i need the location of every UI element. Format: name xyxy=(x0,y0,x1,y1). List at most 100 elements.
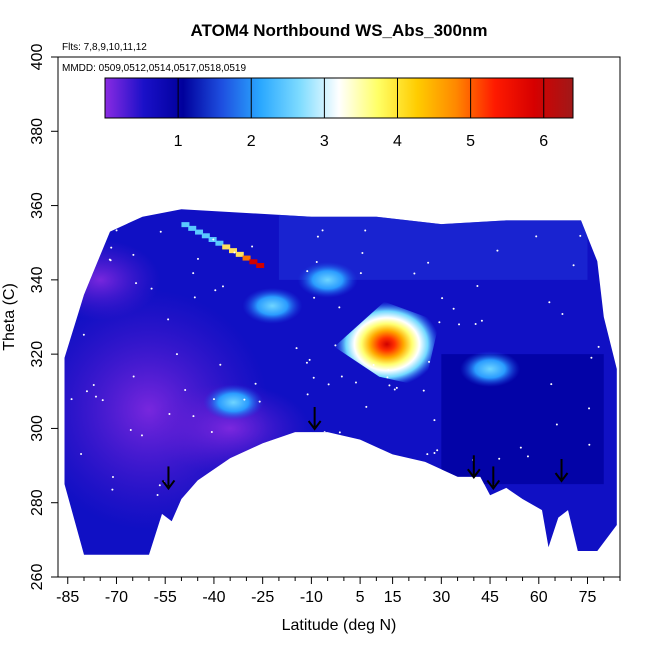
x-axis-label: Latitude (deg N) xyxy=(282,617,397,634)
sample-point xyxy=(313,296,316,299)
sample-point xyxy=(438,321,441,324)
y-tick-label: 380 xyxy=(29,118,46,145)
plot-frame xyxy=(57,56,621,578)
sample-point xyxy=(427,261,430,264)
sample-point xyxy=(369,487,372,490)
sample-point xyxy=(158,484,161,487)
sample-point xyxy=(212,238,215,241)
sample-point xyxy=(315,261,318,264)
sample-point xyxy=(110,246,113,249)
sample-point xyxy=(101,399,104,402)
y-tick-label: 400 xyxy=(29,44,46,71)
sample-point xyxy=(167,318,170,321)
sample-point xyxy=(316,235,319,238)
x-tick-label: 5 xyxy=(356,589,365,606)
colorbar-tick-label: 5 xyxy=(466,133,475,150)
sample-point xyxy=(433,452,436,455)
sample-point xyxy=(111,475,114,478)
sample-point xyxy=(308,358,311,361)
sample-point xyxy=(192,415,195,418)
sample-point xyxy=(386,376,389,379)
sample-point xyxy=(561,312,564,315)
chart-title: ATOM4 Northbound WS_Abs_300nm xyxy=(191,21,488,40)
sample-point xyxy=(364,229,367,232)
sample-point xyxy=(135,282,138,285)
colorbar-tick-label: 6 xyxy=(539,133,548,150)
sample-point xyxy=(71,292,74,295)
flights-note: Flts: 7,8,9,10,11,12 xyxy=(62,42,147,53)
sample-point xyxy=(588,407,591,410)
sample-point xyxy=(480,319,483,322)
sample-point xyxy=(496,249,499,252)
sample-point xyxy=(323,431,326,434)
sample-point xyxy=(243,398,246,401)
sample-point xyxy=(361,251,364,254)
y-tick-label: 280 xyxy=(29,489,46,516)
x-tick-label: 30 xyxy=(432,589,450,606)
y-tick-label: 260 xyxy=(29,564,46,591)
sample-point xyxy=(210,430,213,433)
hotspot-secondary xyxy=(203,384,264,421)
sample-point xyxy=(156,494,159,497)
flight-arrows xyxy=(161,407,569,491)
sample-point xyxy=(70,398,73,401)
sample-point xyxy=(334,344,337,347)
hotspot-streak-cell xyxy=(195,229,204,235)
sample-point xyxy=(452,307,455,310)
sample-point xyxy=(159,230,162,233)
sample-point xyxy=(221,285,224,288)
sample-point xyxy=(82,333,85,336)
sample-point xyxy=(80,452,83,455)
sample-point xyxy=(132,253,135,256)
sample-point xyxy=(309,432,312,435)
sample-point xyxy=(407,471,410,474)
sample-point xyxy=(312,376,315,379)
colorbar-tick-label: 2 xyxy=(247,133,256,150)
sample-point xyxy=(254,382,257,385)
sample-point xyxy=(115,229,118,232)
x-tick-label: 15 xyxy=(384,589,402,606)
sample-point xyxy=(422,389,425,392)
hotspot-streak-cell xyxy=(215,240,224,246)
sample-point xyxy=(305,361,308,364)
y-tick-label: 320 xyxy=(29,341,46,368)
y-tick-label: 300 xyxy=(29,415,46,442)
sample-point xyxy=(150,287,153,290)
hotspot-streak-cell xyxy=(249,259,258,265)
y-tick-label: 340 xyxy=(29,266,46,293)
sample-point xyxy=(327,383,330,386)
sample-point xyxy=(572,264,575,267)
sample-point xyxy=(338,306,341,309)
sample-point xyxy=(413,272,416,275)
sample-point xyxy=(535,235,538,238)
sample-point xyxy=(184,389,187,392)
y-axis: 260 280 300 320 340 360 380 400 xyxy=(29,44,58,591)
y-axis-label: Theta (C) xyxy=(1,283,18,351)
dates-note: MMDD: 0509,0512,0514,0517,0518,0519 xyxy=(62,63,246,74)
sample-point xyxy=(251,245,254,248)
x-tick-label: -85 xyxy=(56,589,79,606)
sample-point xyxy=(238,488,241,491)
hotspot-streak-cell xyxy=(228,248,237,254)
hotspot-streak-cell xyxy=(188,225,197,231)
sample-point xyxy=(295,347,298,350)
sample-point xyxy=(307,474,310,477)
sample-point xyxy=(359,272,362,275)
sample-point xyxy=(192,272,195,275)
sample-point xyxy=(193,296,196,299)
sample-point xyxy=(395,386,398,389)
sample-point xyxy=(426,453,429,456)
arrow-head xyxy=(161,479,176,491)
sample-point xyxy=(354,381,357,384)
x-tick-label: -70 xyxy=(105,589,128,606)
y-tick-label: 360 xyxy=(29,192,46,219)
colorbar-tick-label: 1 xyxy=(174,133,183,150)
plot-area xyxy=(57,56,621,578)
sample-point xyxy=(108,258,111,261)
sample-point xyxy=(306,393,309,396)
x-axis: -85 -70 -55 -40 -25 -10 5 15 30 45 60 75 xyxy=(56,577,621,606)
sample-point xyxy=(365,405,368,408)
sample-point xyxy=(111,488,114,491)
colorbar-box xyxy=(104,77,574,119)
